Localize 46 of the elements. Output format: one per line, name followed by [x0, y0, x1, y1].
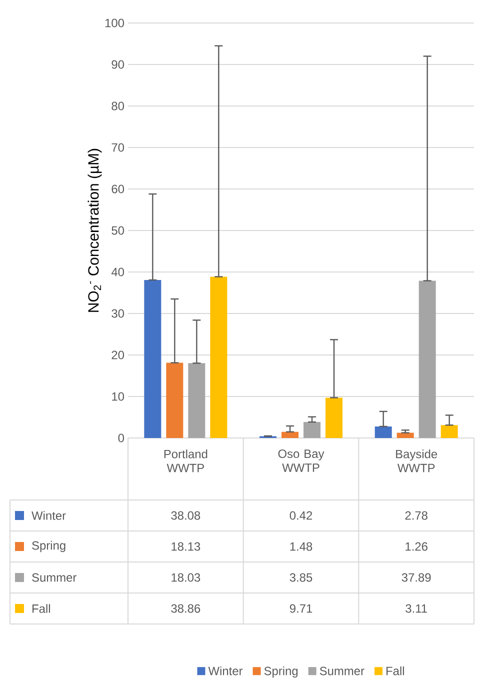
y-tick-label: 100 [105, 18, 124, 28]
data-label: 38.08 [171, 511, 200, 520]
bar [418, 280, 436, 438]
legend-label: Spring [32, 540, 66, 552]
bar [282, 432, 298, 438]
x-tick-label: Oso Bay WWTP [278, 450, 324, 472]
text: Fall [32, 604, 50, 613]
legend-label: Fall [386, 666, 404, 676]
text: Winter [208, 666, 243, 676]
bar [210, 276, 228, 438]
bar [188, 363, 206, 438]
data-label: 37.89 [402, 573, 431, 582]
y-axis-title: NO$_{2}$$^{-}$ Concentration (µM) [88, 148, 102, 312]
y-tick-label: 40 [111, 268, 124, 276]
bar [144, 280, 162, 438]
data-label: 38.86 [171, 604, 200, 613]
y-tick-label: 70 [112, 143, 124, 152]
bar [440, 425, 458, 438]
y-tick-label: 20 [112, 350, 124, 360]
y-tick-label: 10 [112, 392, 124, 401]
bar [166, 362, 184, 438]
data-label: 18.03 [172, 573, 200, 582]
x-tick-label: Portland WWTP [164, 450, 208, 472]
y-tick-label: 50 [112, 226, 124, 235]
bar [374, 426, 392, 438]
y-tick-label: 80 [112, 102, 124, 110]
data-label: 0.42 [290, 511, 312, 520]
data-label: 3.11 [406, 604, 427, 613]
text: Summer [320, 666, 364, 676]
y-tick-label: 0 [118, 434, 124, 442]
data-label: 9.71 [290, 604, 312, 613]
legend-label: Summer [32, 573, 76, 582]
y-tick-label: 90 [112, 60, 124, 69]
bar [304, 422, 320, 438]
text: Spring [264, 666, 298, 678]
data-label: 1.26 [406, 542, 428, 551]
y-tick-label: 30 [112, 309, 124, 318]
legend-label: Winter [32, 511, 66, 520]
data-label: 1.48 [290, 542, 312, 551]
bar [326, 398, 342, 438]
data-label: 18.13 [172, 542, 200, 551]
bar [396, 432, 414, 438]
data-label: 3.85 [290, 573, 312, 582]
x-tick-label: Bayside WWTP [396, 450, 438, 472]
y-tick-label: 60 [112, 184, 124, 194]
data-label: 2.78 [405, 511, 428, 520]
